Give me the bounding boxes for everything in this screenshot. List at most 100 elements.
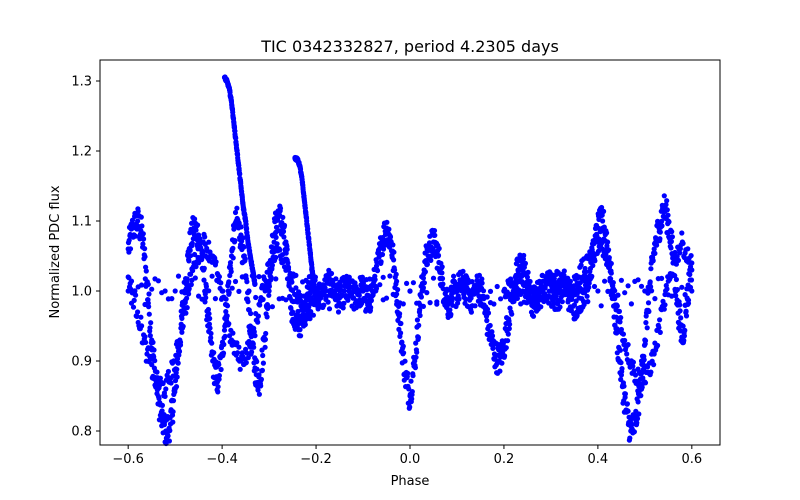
data-point: [606, 247, 612, 253]
data-point: [672, 292, 678, 298]
data-point: [463, 296, 469, 302]
data-point: [367, 276, 373, 282]
data-point: [649, 288, 655, 294]
data-point: [374, 268, 381, 274]
data-point: [259, 367, 265, 373]
data-point: [528, 298, 534, 304]
data-point: [221, 327, 228, 333]
data-point: [571, 302, 578, 308]
data-point: [518, 301, 524, 307]
data-point: [541, 284, 547, 290]
data-point: [551, 276, 557, 282]
data-point: [307, 316, 313, 322]
data-point: [252, 281, 258, 287]
data-point: [172, 358, 178, 364]
data-points: [125, 74, 695, 447]
data-point: [661, 193, 667, 199]
data-point: [505, 338, 511, 344]
data-point: [193, 264, 199, 270]
data-point: [254, 366, 260, 372]
data-point: [238, 224, 244, 230]
data-point: [559, 299, 565, 305]
data-point: [602, 278, 608, 284]
x-tick-label: 0.2: [494, 452, 515, 467]
data-point: [146, 291, 152, 297]
data-point: [336, 288, 343, 294]
data-point: [147, 325, 153, 331]
data-point: [607, 278, 613, 284]
data-point: [277, 247, 283, 253]
data-point: [405, 370, 411, 376]
data-point: [347, 293, 353, 299]
data-point: [663, 202, 669, 208]
data-point: [414, 349, 420, 355]
data-point: [600, 218, 606, 224]
data-point: [476, 272, 482, 278]
y-axis-label: Normalized PDC flux: [48, 185, 63, 318]
data-point: [273, 254, 279, 261]
data-point: [413, 354, 419, 360]
data-point: [134, 313, 140, 319]
data-point: [586, 284, 592, 290]
data-point: [548, 288, 554, 294]
data-point: [184, 305, 190, 311]
data-point: [430, 275, 437, 281]
data-point: [146, 311, 152, 317]
data-point: [201, 265, 207, 271]
data-point: [182, 300, 188, 306]
data-point: [269, 304, 275, 310]
data-point: [305, 226, 311, 232]
data-point: [310, 277, 316, 283]
data-point: [678, 315, 684, 321]
data-point: [655, 342, 661, 349]
data-point: [139, 223, 145, 229]
data-point: [353, 289, 359, 295]
data-point: [402, 358, 408, 364]
data-point: [230, 330, 236, 336]
data-point: [232, 238, 238, 244]
data-point: [147, 333, 153, 339]
data-point: [410, 373, 416, 379]
data-point: [237, 171, 243, 177]
data-point: [682, 292, 688, 298]
data-point: [409, 389, 415, 395]
data-point: [192, 251, 198, 258]
data-point: [252, 333, 258, 339]
plot-area: [99, 59, 721, 447]
data-point: [170, 409, 176, 415]
data-point: [644, 364, 651, 370]
data-point: [682, 327, 688, 333]
data-point: [143, 339, 149, 345]
data-point: [266, 288, 272, 294]
data-point: [277, 205, 284, 211]
y-tick-label: 1.3: [71, 75, 92, 90]
data-point: [258, 376, 264, 382]
data-point: [662, 302, 668, 308]
data-point: [333, 294, 339, 300]
y-tick-label: 1.1: [71, 215, 92, 230]
data-point: [689, 267, 695, 273]
data-point: [675, 300, 682, 307]
data-point: [230, 245, 236, 251]
data-point: [197, 236, 203, 242]
data-point: [668, 238, 675, 245]
data-point: [248, 310, 254, 317]
data-point: [186, 258, 192, 264]
x-axis-label: Phase: [391, 474, 430, 489]
data-point: [255, 387, 261, 393]
data-point: [477, 302, 484, 308]
data-point: [283, 297, 289, 303]
data-point: [615, 292, 621, 298]
data-point: [223, 313, 229, 319]
data-point: [196, 293, 202, 299]
data-point: [583, 269, 589, 275]
data-point: [669, 234, 676, 240]
data-point: [246, 288, 252, 294]
data-point: [642, 288, 648, 294]
data-point: [170, 373, 176, 379]
x-axis: −0.6 −0.4 −0.2 0.0 0.2 0.4 0.6: [112, 445, 702, 467]
data-point: [577, 280, 584, 286]
data-point: [416, 322, 422, 328]
y-tick-label: 1.2: [71, 145, 92, 160]
data-point: [608, 270, 614, 276]
